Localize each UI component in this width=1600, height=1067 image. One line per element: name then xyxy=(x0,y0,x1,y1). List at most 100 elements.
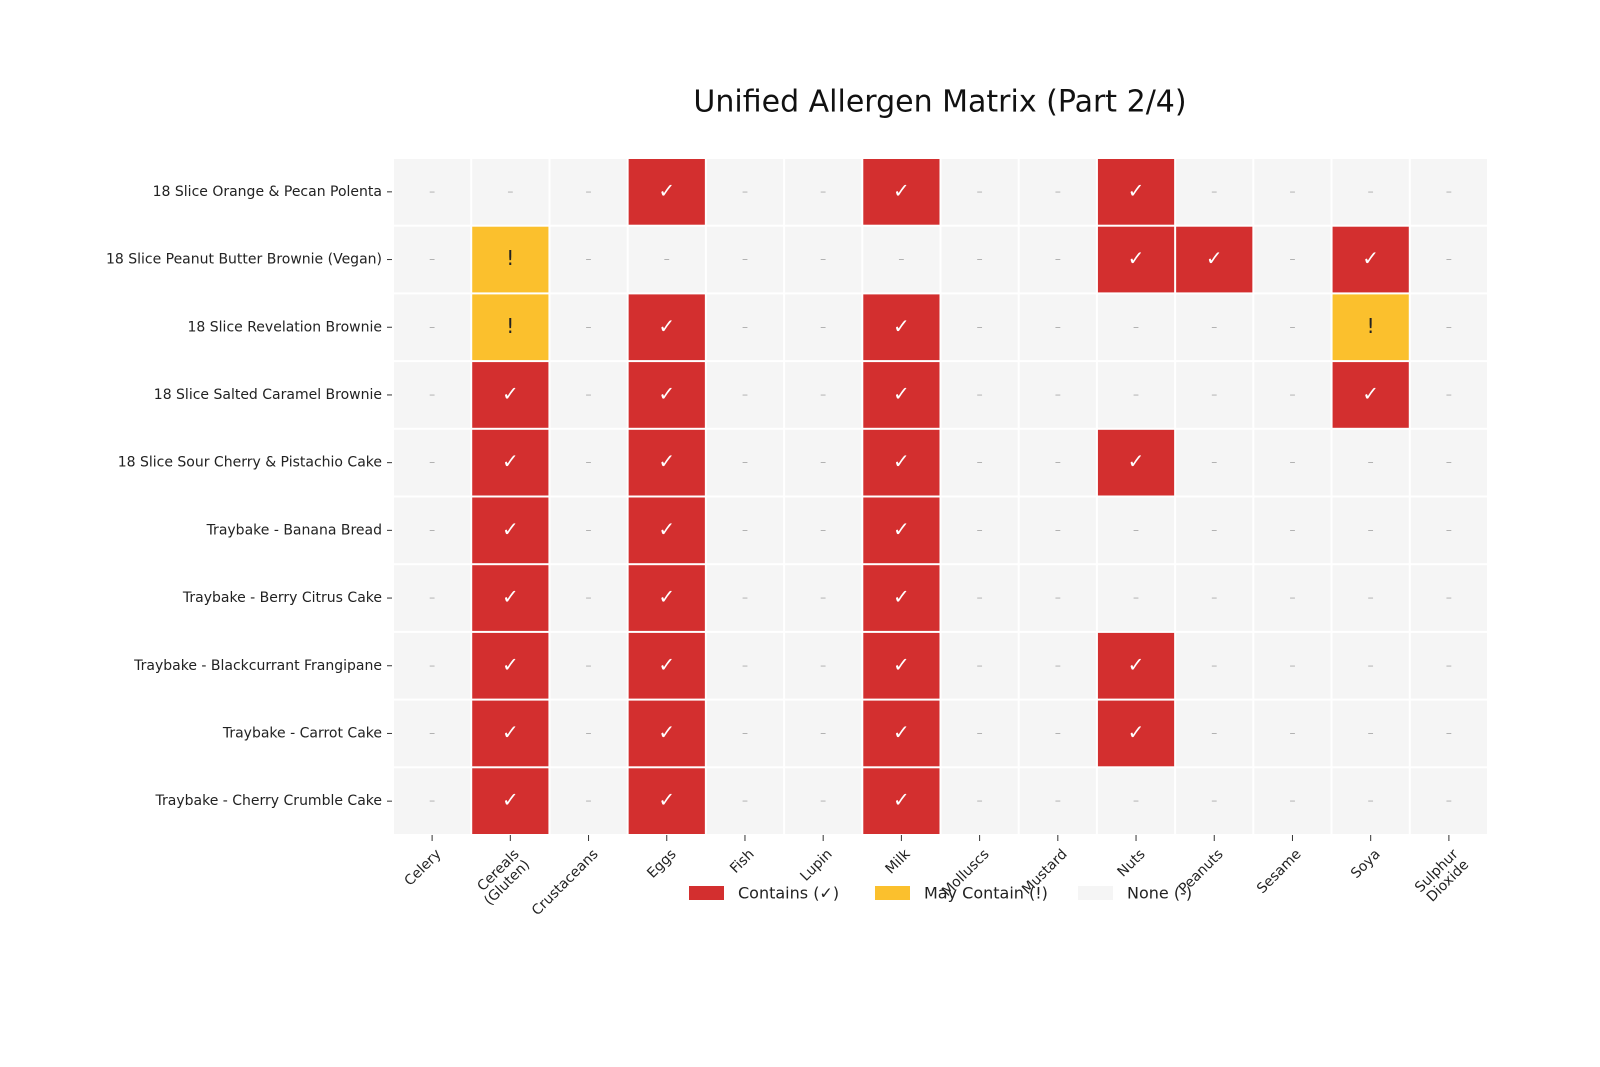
legend-label: May Contain (!) xyxy=(924,884,1048,903)
cell xyxy=(628,700,705,767)
cell xyxy=(863,768,940,834)
cell xyxy=(1332,294,1409,361)
cell xyxy=(1176,632,1253,699)
cell xyxy=(472,497,549,564)
cell-symbol: ✓ xyxy=(893,178,910,202)
cell xyxy=(394,632,471,699)
cell xyxy=(1254,497,1331,564)
cell xyxy=(706,226,784,293)
cell xyxy=(1176,768,1253,834)
cell xyxy=(1332,226,1409,293)
cell-symbol: – xyxy=(977,252,983,266)
y-tick-label: 18 Slice Revelation Brownie xyxy=(188,319,382,335)
cell-symbol: ✓ xyxy=(893,652,910,676)
cell xyxy=(550,362,627,428)
cell-symbol: – xyxy=(820,387,826,401)
cell-symbol: ✓ xyxy=(658,314,675,338)
cell-symbol: – xyxy=(1211,455,1217,469)
cell xyxy=(1176,226,1253,293)
cell-symbol: – xyxy=(1289,455,1295,469)
cell xyxy=(1176,565,1253,631)
y-tick-label: 18 Slice Orange & Pecan Polenta xyxy=(153,184,382,200)
cell xyxy=(550,159,627,225)
cell xyxy=(1097,429,1175,496)
cell-symbol: – xyxy=(820,523,826,537)
cell xyxy=(550,632,627,699)
cell-symbol: – xyxy=(429,658,435,672)
cell xyxy=(1176,159,1253,225)
cell xyxy=(785,565,862,631)
cell-symbol: – xyxy=(1133,523,1139,537)
cell-symbol: – xyxy=(977,184,983,198)
cell-symbol: ✓ xyxy=(1206,246,1223,270)
cell-symbol: – xyxy=(1368,658,1374,672)
chart-title: Unified Allergen Matrix (Part 2/4) xyxy=(693,85,1186,120)
cell-symbol: – xyxy=(1446,320,1452,334)
cell xyxy=(1254,294,1331,361)
legend-label: Contains (✓) xyxy=(738,884,839,903)
legend-swatch xyxy=(875,886,910,900)
cell-symbol: – xyxy=(586,794,592,808)
cell xyxy=(1410,565,1487,631)
cell xyxy=(1097,294,1175,361)
cell-symbol: – xyxy=(1446,455,1452,469)
cell xyxy=(628,497,705,564)
cell-symbol: ✓ xyxy=(658,517,675,541)
cell-symbol: – xyxy=(1289,726,1295,740)
cell-symbol: – xyxy=(586,726,592,740)
cell xyxy=(472,632,549,699)
cell xyxy=(1097,226,1175,293)
cell xyxy=(1410,159,1487,225)
cell xyxy=(1410,497,1487,564)
cell-symbol: – xyxy=(820,320,826,334)
cell-symbol: – xyxy=(586,523,592,537)
cell-symbol: – xyxy=(1368,591,1374,605)
cell-symbol: ✓ xyxy=(502,788,519,812)
cell xyxy=(941,226,1018,293)
cell xyxy=(1254,632,1331,699)
cell-symbol: – xyxy=(820,658,826,672)
legend-swatch xyxy=(689,886,724,900)
cell xyxy=(472,362,549,428)
cell-symbol: ! xyxy=(506,246,514,270)
cell xyxy=(941,362,1018,428)
cell xyxy=(628,159,705,225)
cell xyxy=(1019,159,1096,225)
cell-symbol: ✓ xyxy=(502,449,519,473)
cell-symbol: – xyxy=(742,591,748,605)
cell xyxy=(706,294,784,361)
cell xyxy=(1097,362,1175,428)
cell-symbol: – xyxy=(1289,387,1295,401)
cell xyxy=(550,429,627,496)
cell xyxy=(706,497,784,564)
cell-symbol: – xyxy=(1055,387,1061,401)
cell-symbol: – xyxy=(1289,184,1295,198)
cell xyxy=(550,497,627,564)
cell xyxy=(706,429,784,496)
cell-symbol: ✓ xyxy=(658,652,675,676)
cell xyxy=(1019,429,1096,496)
cell-symbol: – xyxy=(820,726,826,740)
cell xyxy=(628,632,705,699)
cell-symbol: ✓ xyxy=(893,517,910,541)
y-tick-label: Traybake - Berry Citrus Cake xyxy=(182,590,382,606)
cell xyxy=(1019,565,1096,631)
cell xyxy=(472,226,549,293)
cell-symbol: – xyxy=(1446,794,1452,808)
cell-symbol: – xyxy=(820,455,826,469)
cell-symbol: – xyxy=(1055,726,1061,740)
cell-symbol: ! xyxy=(1367,314,1375,338)
cell-symbol: – xyxy=(742,726,748,740)
cell xyxy=(1410,700,1487,767)
cell xyxy=(628,768,705,834)
cell xyxy=(394,159,471,225)
y-tick-label: Traybake - Blackcurrant Frangipane xyxy=(133,658,382,674)
cell xyxy=(785,294,862,361)
cell-symbol: – xyxy=(1211,726,1217,740)
cell xyxy=(941,768,1018,834)
cell xyxy=(472,565,549,631)
cell xyxy=(1019,632,1096,699)
cell-symbol: ✓ xyxy=(658,381,675,405)
cell-symbol: ✓ xyxy=(1128,246,1145,270)
cell-symbol: – xyxy=(1211,794,1217,808)
